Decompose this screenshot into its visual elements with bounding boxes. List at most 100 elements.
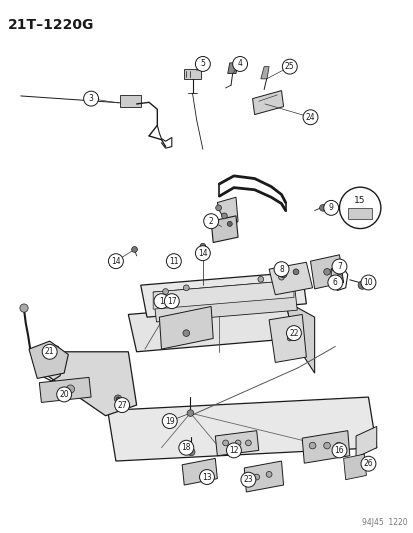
Polygon shape xyxy=(301,431,349,463)
Polygon shape xyxy=(29,341,68,378)
Circle shape xyxy=(167,257,176,265)
Circle shape xyxy=(227,221,232,227)
Circle shape xyxy=(169,259,173,263)
Text: 4: 4 xyxy=(237,60,242,68)
Circle shape xyxy=(203,214,218,229)
Circle shape xyxy=(278,274,284,280)
Circle shape xyxy=(131,247,137,252)
Polygon shape xyxy=(227,63,237,74)
Text: 21T–1220G: 21T–1220G xyxy=(8,18,94,32)
Circle shape xyxy=(240,472,255,487)
Polygon shape xyxy=(159,306,213,349)
Polygon shape xyxy=(268,262,312,295)
Text: 20: 20 xyxy=(59,390,69,399)
Circle shape xyxy=(66,385,74,393)
Circle shape xyxy=(323,269,330,275)
Text: 10: 10 xyxy=(363,278,373,287)
Circle shape xyxy=(162,289,168,294)
Polygon shape xyxy=(37,356,56,375)
Circle shape xyxy=(331,259,346,274)
Circle shape xyxy=(108,254,123,269)
Circle shape xyxy=(245,440,251,446)
Text: 5: 5 xyxy=(200,60,205,68)
Circle shape xyxy=(42,344,57,359)
Circle shape xyxy=(57,387,71,402)
Circle shape xyxy=(282,59,297,74)
Circle shape xyxy=(20,304,28,312)
Circle shape xyxy=(323,200,338,215)
Polygon shape xyxy=(285,301,314,373)
Circle shape xyxy=(83,91,98,106)
Circle shape xyxy=(114,395,121,402)
Circle shape xyxy=(162,414,177,429)
Circle shape xyxy=(166,254,181,269)
Circle shape xyxy=(221,213,227,219)
Polygon shape xyxy=(184,69,200,79)
Text: 12: 12 xyxy=(229,446,238,455)
Text: 8: 8 xyxy=(278,265,283,273)
Text: 14: 14 xyxy=(111,257,121,265)
Text: 26: 26 xyxy=(363,459,373,468)
Text: 24: 24 xyxy=(305,113,315,122)
Circle shape xyxy=(199,470,214,484)
Circle shape xyxy=(253,474,259,480)
Circle shape xyxy=(226,443,241,458)
Text: 7: 7 xyxy=(336,262,341,271)
Polygon shape xyxy=(120,95,140,107)
Text: 17: 17 xyxy=(166,297,176,305)
Polygon shape xyxy=(310,255,343,289)
Text: 16: 16 xyxy=(334,446,344,455)
Circle shape xyxy=(199,244,205,249)
Polygon shape xyxy=(252,91,283,115)
Polygon shape xyxy=(260,67,268,79)
Circle shape xyxy=(164,294,179,309)
Circle shape xyxy=(336,274,342,280)
Circle shape xyxy=(116,397,119,400)
Text: 11: 11 xyxy=(169,257,178,265)
Text: 22: 22 xyxy=(289,329,298,337)
Circle shape xyxy=(154,294,169,309)
Polygon shape xyxy=(128,301,293,352)
Circle shape xyxy=(215,205,221,211)
Circle shape xyxy=(114,398,129,413)
Circle shape xyxy=(360,456,375,471)
Circle shape xyxy=(357,281,366,289)
Circle shape xyxy=(286,326,301,341)
Circle shape xyxy=(309,442,315,449)
Circle shape xyxy=(323,442,330,449)
Circle shape xyxy=(178,440,193,455)
Circle shape xyxy=(292,269,298,274)
Circle shape xyxy=(257,277,263,282)
Polygon shape xyxy=(343,454,366,480)
Circle shape xyxy=(331,443,346,458)
Circle shape xyxy=(187,448,195,456)
Polygon shape xyxy=(355,426,376,457)
Text: 14: 14 xyxy=(197,249,207,257)
Circle shape xyxy=(195,246,210,261)
Polygon shape xyxy=(182,458,217,485)
Circle shape xyxy=(183,285,189,290)
Polygon shape xyxy=(107,397,376,461)
FancyBboxPatch shape xyxy=(347,208,371,219)
Text: 1: 1 xyxy=(159,297,164,305)
Polygon shape xyxy=(217,197,237,229)
Circle shape xyxy=(360,275,375,290)
Polygon shape xyxy=(41,352,136,416)
Circle shape xyxy=(222,440,228,446)
Text: 27: 27 xyxy=(117,401,127,409)
Circle shape xyxy=(302,110,317,125)
Circle shape xyxy=(183,330,189,336)
Circle shape xyxy=(187,410,193,416)
Circle shape xyxy=(319,205,325,211)
Circle shape xyxy=(327,275,342,290)
Circle shape xyxy=(339,187,380,229)
Polygon shape xyxy=(153,280,293,309)
Polygon shape xyxy=(215,431,258,456)
Text: 2: 2 xyxy=(208,217,213,225)
Text: 6: 6 xyxy=(332,278,337,287)
Text: 15: 15 xyxy=(354,196,365,205)
Text: 19: 19 xyxy=(164,417,174,425)
Text: 3: 3 xyxy=(88,94,93,103)
Circle shape xyxy=(287,336,292,341)
Circle shape xyxy=(235,440,240,446)
